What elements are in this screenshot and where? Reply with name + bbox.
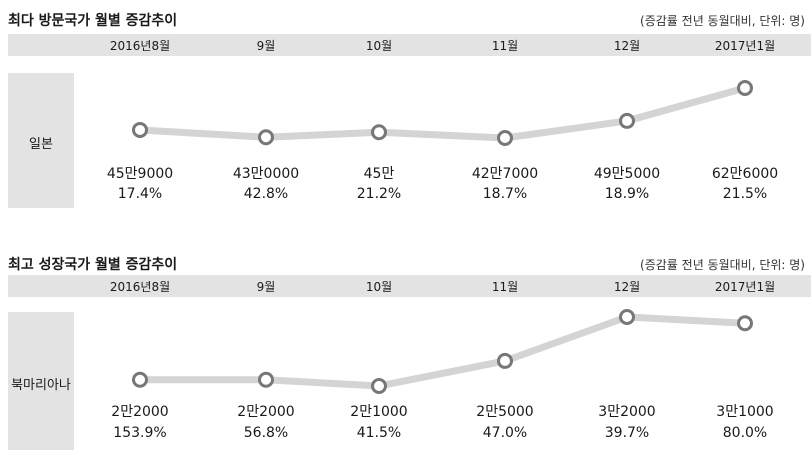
country-label: 일본 xyxy=(29,137,53,152)
month-label: 11월 xyxy=(491,280,519,294)
value-label: 43만0000 xyxy=(232,166,300,182)
growth-rate-label: 41.5% xyxy=(356,425,402,441)
value-label: 3만1000 xyxy=(716,404,774,420)
growth-rate-label: 47.0% xyxy=(482,425,528,441)
data-point xyxy=(371,378,387,394)
growth-rate-label: 18.9% xyxy=(604,186,650,202)
month-header-bar xyxy=(8,275,811,297)
series-line xyxy=(136,84,749,142)
month-label: 2017년1월 xyxy=(714,39,776,53)
data-point xyxy=(619,309,635,325)
data-point xyxy=(132,371,148,388)
month-label: 10월 xyxy=(365,39,393,53)
month-label: 12월 xyxy=(613,280,641,294)
data-point xyxy=(737,80,753,96)
panel-unit-note: (증감률 전년 동월대비, 단위: 명) xyxy=(640,258,805,272)
growth-rate-label: 39.7% xyxy=(604,425,650,441)
month-label: 9월 xyxy=(256,280,276,294)
growth-rate-label: 80.0% xyxy=(722,425,768,441)
data-point xyxy=(497,130,513,146)
data-point xyxy=(258,129,274,146)
growth-rate-label: 21.5% xyxy=(722,186,768,202)
month-label: 9월 xyxy=(256,39,276,53)
month-label: 12월 xyxy=(613,39,641,53)
value-label: 2만5000 xyxy=(476,404,534,420)
value-label: 45만9000 xyxy=(106,166,174,182)
growth-rate-label: 17.4% xyxy=(117,186,163,202)
value-label: 2만1000 xyxy=(350,404,408,420)
value-label: 2만2000 xyxy=(111,404,169,420)
growth-rate-label: 42.8% xyxy=(243,186,289,202)
value-label: 42만7000 xyxy=(471,166,539,182)
country-label: 북마리아나 xyxy=(11,378,71,393)
panel-title: 최다 방문국가 월별 증감추이 xyxy=(8,13,178,29)
month-label: 10월 xyxy=(365,280,393,294)
data-point xyxy=(619,112,635,129)
value-label: 45만 xyxy=(363,166,395,182)
panel-unit-note: (증감률 전년 동월대비, 단위: 명) xyxy=(640,14,805,28)
series-line xyxy=(136,313,749,390)
growth-rate-label: 18.7% xyxy=(482,186,528,202)
month-label: 2016년8월 xyxy=(109,280,171,294)
value-label: 49만5000 xyxy=(593,166,661,182)
value-label: 3만2000 xyxy=(598,404,656,420)
data-point xyxy=(258,371,274,388)
panel-title: 최고 성장국가 월별 증감추이 xyxy=(8,257,178,273)
value-label: 62만6000 xyxy=(711,166,779,182)
data-point xyxy=(737,315,753,332)
growth-rate-label: 56.8% xyxy=(243,425,289,441)
country-label-box: 북마리아나 xyxy=(8,312,74,450)
growth-rate-label: 153.9% xyxy=(113,425,167,441)
month-label: 11월 xyxy=(491,39,519,53)
growth-rate-label: 21.2% xyxy=(356,186,402,202)
data-point xyxy=(132,121,148,138)
month-label: 2016년8월 xyxy=(109,39,171,53)
month-label: 2017년1월 xyxy=(714,280,776,294)
data-point xyxy=(371,124,387,141)
month-header-bar xyxy=(8,34,811,56)
value-label: 2만2000 xyxy=(237,404,295,420)
data-point xyxy=(497,352,513,369)
country-label-box: 일본 xyxy=(8,73,74,208)
